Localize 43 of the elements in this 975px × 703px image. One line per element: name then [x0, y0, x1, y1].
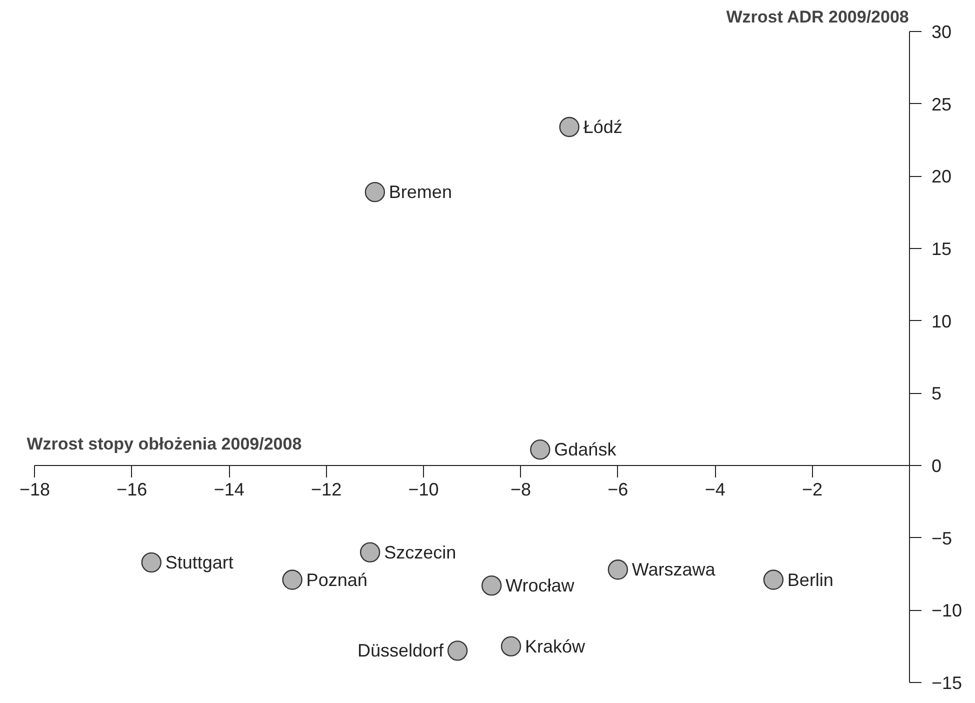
point [500, 636, 522, 656]
annotation: Gdańsk [554, 440, 618, 460]
y-tick-label: 15 [932, 239, 952, 259]
point [141, 552, 162, 573]
point [282, 570, 302, 590]
point [481, 575, 502, 596]
annotation: Bremen [388, 182, 452, 202]
y-tick-label: −10 [932, 600, 962, 621]
annotation: Kraków [525, 636, 586, 656]
y-tick-label: −15 [932, 673, 962, 693]
x-tick-label: −10 [408, 480, 439, 500]
annotation: Szczecin [384, 542, 456, 562]
annotation: Wrocław [506, 576, 576, 596]
x-tick-label: −2 [802, 480, 823, 500]
point [608, 560, 628, 580]
y-tick-label: 5 [932, 384, 942, 404]
y-tick-label: −5 [932, 528, 952, 548]
x-tick-label: −12 [311, 480, 342, 500]
annotation: Warszawa [632, 560, 716, 580]
y-tick-label: 20 [932, 166, 952, 187]
x-tick-label: −8 [510, 480, 531, 500]
point [559, 116, 580, 138]
point [360, 542, 380, 562]
x-axis-title: Wzrost stopy obłożenia 2009/2008 [26, 434, 302, 454]
x-tick-label: −14 [214, 480, 244, 500]
x-tick-label: −6 [608, 480, 628, 500]
y-tick-label: 30 [932, 22, 952, 42]
annotation: Berlin [787, 570, 834, 590]
annotation: Düsseldorf [358, 640, 445, 661]
point [447, 640, 468, 661]
y-tick-label: 25 [932, 94, 952, 114]
point [530, 440, 550, 460]
y-axis-title: Wzrost ADR 2009/2008 [726, 8, 909, 26]
annotation: Poznań [306, 570, 368, 590]
point [763, 570, 784, 590]
annotation: Stuttgart [165, 552, 234, 572]
x-tick-label: −16 [116, 480, 148, 500]
y-tick-label: 0 [932, 456, 942, 476]
annotation: Łódź [583, 116, 622, 137]
x-tick-label: −4 [704, 480, 726, 500]
point [364, 182, 386, 202]
x-tick-label: −18 [19, 480, 50, 500]
y-tick-label: 10 [932, 311, 952, 332]
